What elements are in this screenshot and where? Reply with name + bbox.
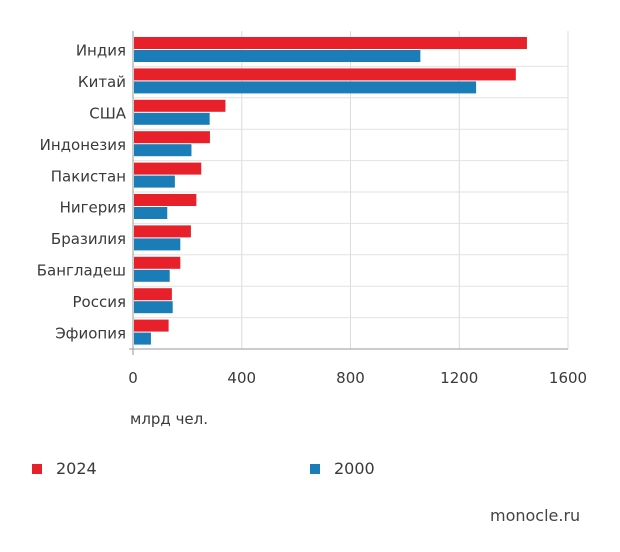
category-label: США (89, 105, 127, 123)
category-label: Китай (78, 73, 126, 91)
x-tick-label: 1600 (549, 369, 587, 387)
category-label: Нигерия (60, 199, 126, 217)
category-label: Индонезия (40, 136, 126, 154)
bar-2000-0 (134, 50, 421, 62)
bar-2024-8 (134, 288, 172, 301)
x-tick-label: 1200 (440, 369, 478, 387)
legend-item-2024: 2024 (32, 459, 97, 478)
bar-2000-4 (134, 175, 175, 188)
bar-2024-7 (134, 256, 181, 269)
x-tick-label: 400 (227, 369, 256, 387)
bar-2000-8 (134, 301, 173, 314)
legend-label: 2000 (334, 459, 375, 478)
bar-2024-2 (134, 99, 226, 112)
bar-2000-2 (134, 112, 210, 125)
bar-chart: Индия Китай США Индонезия Пакистан Нигерия Бра… (37, 31, 587, 387)
bar-2024-5 (134, 194, 197, 206)
bar-2000-9 (134, 332, 151, 345)
x-axis-label: млрд чел. (130, 410, 209, 428)
bar-2000-6 (134, 238, 181, 251)
bar-2000-7 (134, 269, 170, 282)
legend-swatch-red (32, 463, 42, 474)
legend-swatch-blue (310, 463, 320, 474)
bar-2000-3 (134, 144, 192, 157)
category-label: Эфиопия (55, 324, 126, 342)
bar-2000-1 (134, 81, 477, 94)
category-label: Россия (73, 293, 127, 311)
category-label: Бангладеш (37, 262, 126, 280)
category-label: Индия (76, 42, 126, 60)
x-tick-label: 0 (128, 369, 138, 387)
x-tick-label: 800 (336, 369, 365, 387)
source-credit: monocle.ru (490, 506, 581, 525)
bar-2024-0 (134, 37, 527, 49)
bar-2024-4 (134, 162, 202, 175)
bar-2024-1 (134, 68, 516, 81)
bar-2024-9 (134, 319, 169, 332)
bar-2024-6 (134, 225, 191, 238)
legend-label: 2024 (56, 459, 97, 478)
legend-item-2000: 2000 (310, 459, 375, 478)
category-label: Пакистан (51, 167, 126, 185)
bar-2024-3 (134, 131, 210, 144)
bar-2000-5 (134, 207, 168, 219)
category-label: Бразилия (51, 230, 126, 248)
